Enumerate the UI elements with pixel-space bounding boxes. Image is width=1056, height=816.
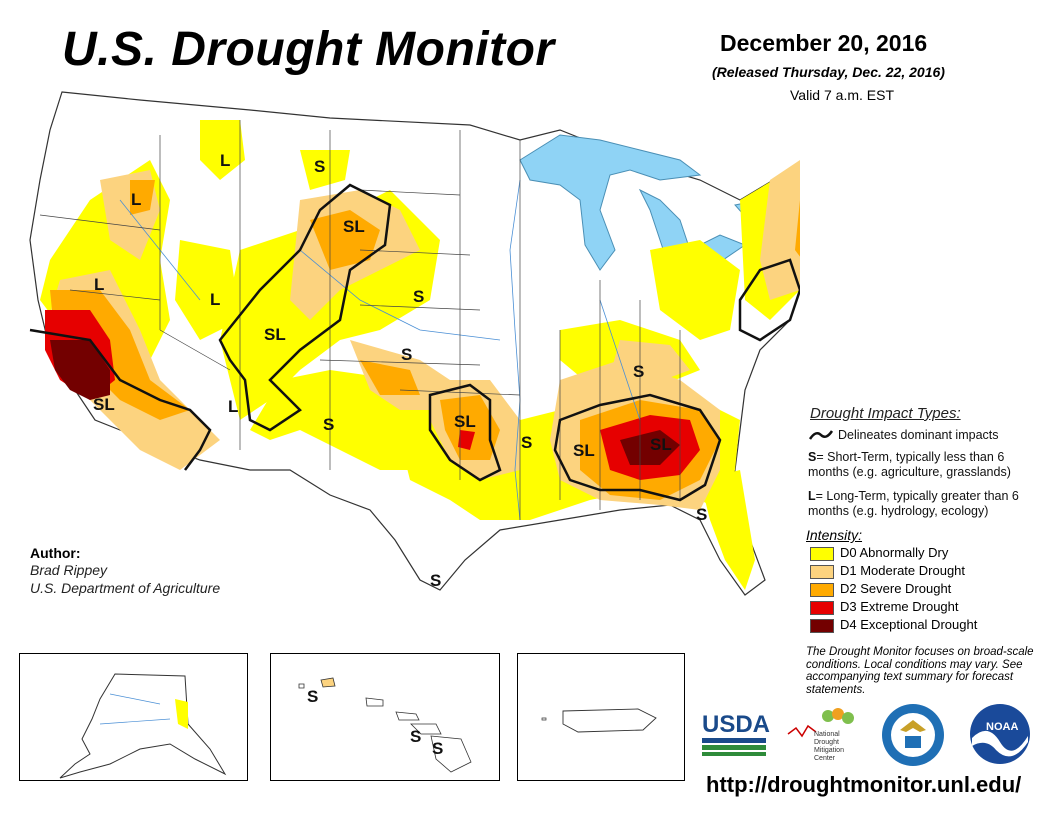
intensity-label: D4 Exceptional Drought [840, 617, 978, 632]
short-term-text: = Short-Term, typically less than 6 mont… [808, 450, 1011, 479]
swatch-d1 [810, 564, 834, 579]
label-l: L [228, 397, 238, 416]
label-l: L [94, 275, 104, 294]
ndmc-text-4: Center [814, 755, 836, 762]
label-sl: SL [343, 217, 365, 236]
label-s: S [432, 739, 443, 758]
intensity-title: Intensity: [806, 527, 863, 543]
label-s: S [410, 727, 421, 746]
d4-areas [50, 340, 680, 465]
alaska-inset [19, 653, 248, 781]
author-name: Brad Rippey [30, 562, 108, 578]
puerto-rico-inset [517, 653, 685, 781]
long-term-legend: L= Long-Term, typically greater than 6 m… [808, 489, 1038, 519]
long-term-text: = Long-Term, typically greater than 6 mo… [808, 489, 1019, 518]
intensity-label: D0 Abnormally Dry [840, 545, 949, 560]
label-sl: SL [650, 435, 672, 454]
hawaii-inset: S S S [270, 653, 500, 781]
intensity-row-d1: D1 Moderate Drought [810, 563, 965, 579]
label-sl: SL [264, 325, 286, 344]
label-sl: SL [454, 412, 476, 431]
label-l: L [210, 290, 220, 309]
valid-time: Valid 7 a.m. EST [790, 87, 895, 103]
impact-types-title: Drought Impact Types: [810, 405, 961, 422]
impact-labels: L L S SL L L SL S S SL L S SL S SL SL S … [93, 151, 707, 590]
intensity-row-d4: D4 Exceptional Drought [810, 617, 977, 633]
intensity-row-d3: D3 Extreme Drought [810, 599, 959, 615]
label-s: S [430, 571, 441, 590]
intensity-label: D3 Extreme Drought [840, 599, 959, 614]
label-s: S [314, 157, 325, 176]
long-term-key: L [808, 489, 816, 503]
label-s: S [413, 287, 424, 306]
short-term-key: S [808, 450, 817, 464]
conus-drought-map: L L S SL L L SL S S SL L S SL S SL SL S … [29, 91, 800, 596]
label-s: S [401, 345, 412, 364]
ndmc-logo: National Drought Mitigation Center [787, 708, 854, 762]
swatch-d2 [810, 582, 834, 597]
usda-logo: USDA [702, 711, 770, 756]
label-s: S [696, 505, 707, 524]
intensity-row-d0: D0 Abnormally Dry [810, 545, 948, 561]
swatch-d0 [810, 546, 834, 561]
hawaii-map: S S S [298, 677, 472, 773]
label-sl: SL [573, 441, 595, 460]
ndmc-text-2: Drought [814, 739, 839, 746]
impact-boundaries [29, 183, 800, 502]
noaa-logo: NOAA [970, 704, 1030, 764]
disclaimer-note: The Drought Monitor focuses on broad-sca… [806, 646, 1034, 696]
label-s: S [323, 415, 334, 434]
ndmc-text-3: Mitigation [814, 747, 844, 754]
noaa-logo-text: NOAA [986, 721, 1018, 733]
state-lines [39, 120, 681, 520]
ndmc-text-1: National [814, 731, 840, 738]
delineate-line-icon [808, 430, 834, 440]
usda-logo-text: USDA [702, 711, 770, 738]
label-s: S [307, 687, 318, 706]
intensity-label: D1 Moderate Drought [840, 563, 966, 578]
delineates-text: Delineates dominant impacts [838, 428, 999, 442]
author-label: Author: [30, 545, 81, 561]
label-l: L [131, 190, 141, 209]
alaska-map [59, 673, 227, 779]
label-s: S [633, 362, 644, 381]
label-l: L [220, 151, 230, 170]
intensity-row-d2: D2 Severe Drought [810, 581, 951, 597]
puerto-rico-map [541, 708, 657, 733]
label-sl: SL [93, 395, 115, 414]
intensity-label: D2 Severe Drought [840, 581, 952, 596]
commerce-seal-logo [882, 704, 944, 766]
label-s: S [521, 433, 532, 452]
author-org: U.S. Department of Agriculture [30, 580, 221, 596]
release-date: (Released Thursday, Dec. 22, 2016) [712, 64, 945, 80]
swatch-d4 [810, 618, 834, 633]
website-link[interactable]: http://droughtmonitor.unl.edu/ [706, 772, 1022, 797]
swatch-d3 [810, 600, 834, 615]
short-term-legend: S= Short-Term, typically less than 6 mon… [808, 450, 1038, 480]
map-date: December 20, 2016 [720, 30, 928, 56]
map-title: U.S. Drought Monitor [62, 23, 555, 76]
